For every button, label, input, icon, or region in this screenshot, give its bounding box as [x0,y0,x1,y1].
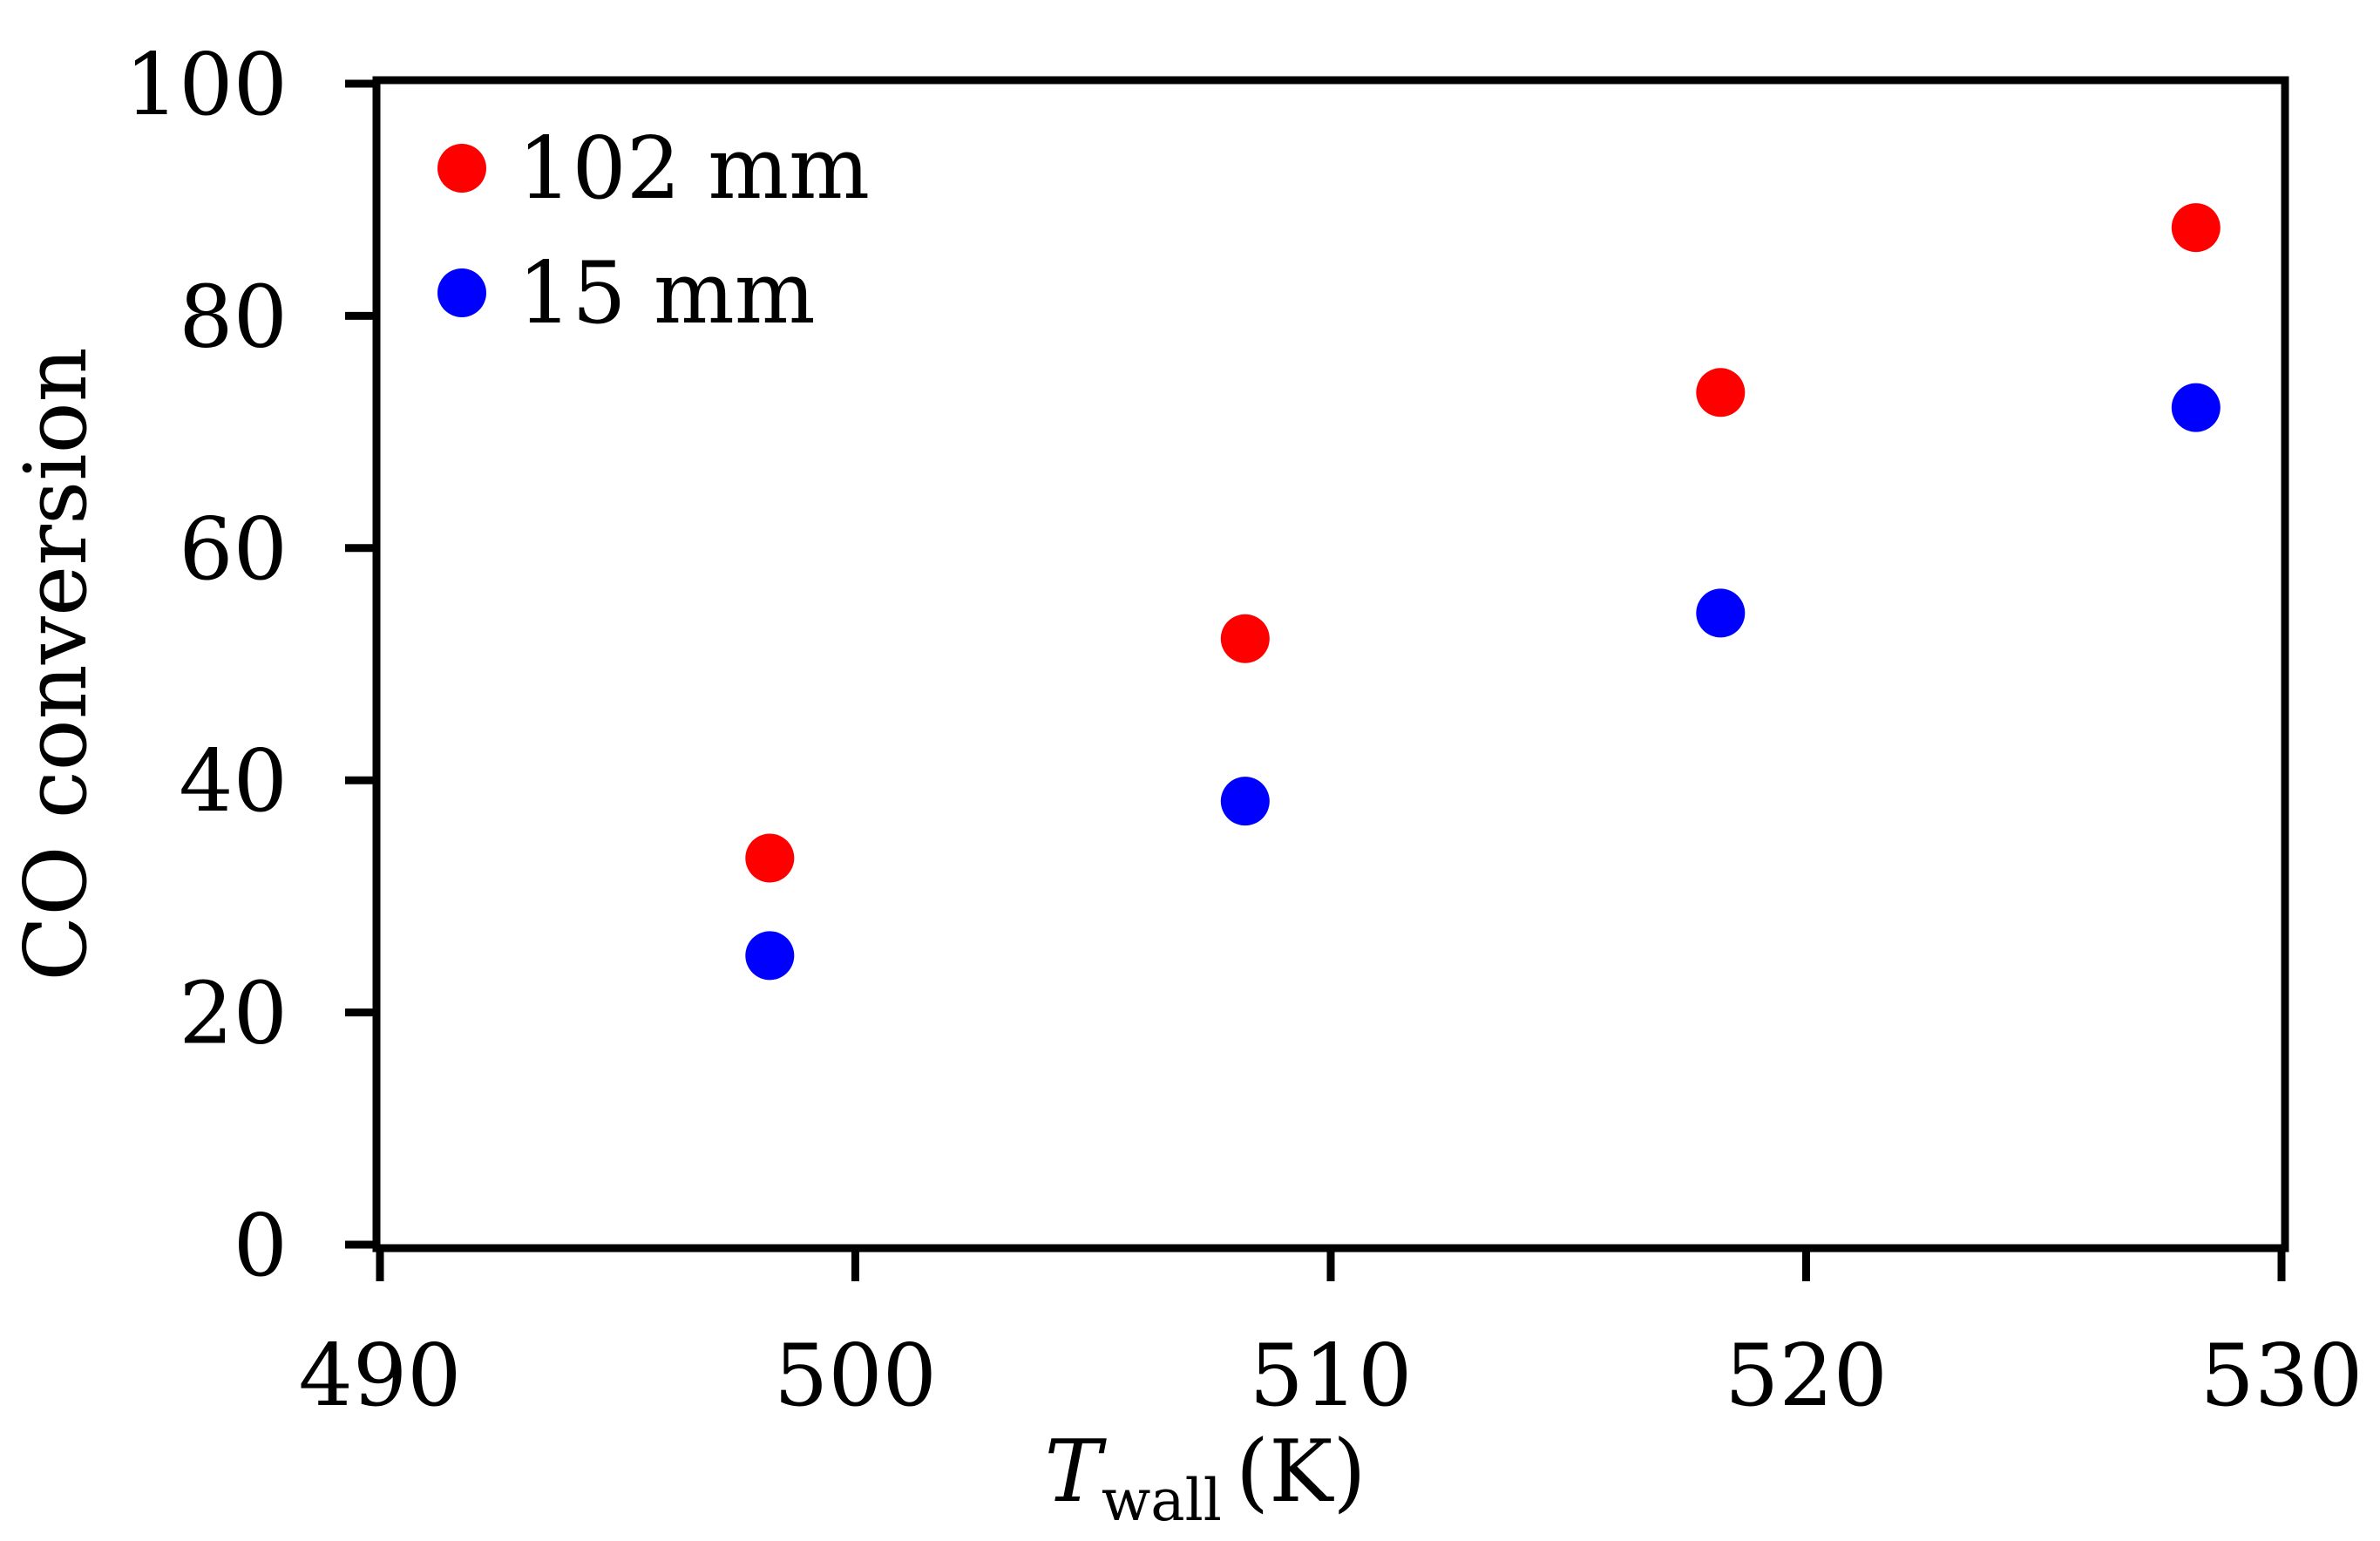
y-tick-label: 0 [234,1197,288,1296]
data-point-series-2 [1220,777,1270,826]
y-tick-label: 40 [179,732,288,832]
y-tick-label: 100 [125,36,288,135]
y-axis-label: CO conversion [7,347,106,981]
plot-marks [745,203,2221,981]
x-tick-label: 520 [1725,1327,1888,1426]
y-tick-label: 60 [179,500,288,600]
legend-label-102mm: 102 mm [518,119,870,219]
x-axis-label: Twall (K) [1044,1422,1366,1534]
legend-label-15mm: 15 mm [518,244,816,343]
legend-marker-102mm [437,144,486,193]
data-point-series-2 [745,931,795,981]
x-axis-label-main: T [1044,1422,1107,1522]
x-axis-label-subscript: wall [1102,1467,1222,1534]
legend-marker-15mm [437,268,486,317]
x-tick-label: 500 [774,1327,937,1426]
x-axis-label-unit: (K) [1236,1422,1366,1522]
y-axis-ticks: 0 20 40 60 80 100 [125,36,380,1296]
x-tick-label: 510 [1249,1327,1412,1426]
data-point-series-1 [2171,203,2221,253]
data-point-series-1 [1696,368,1746,417]
y-tick-label: 20 [179,965,288,1064]
x-axis-ticks: 490 500 510 520 530 [298,1245,2363,1426]
legend: 102 mm 15 mm [437,119,870,343]
data-point-series-2 [1696,588,1746,638]
data-point-series-1 [1220,614,1270,663]
data-point-series-1 [745,833,795,883]
y-tick-label: 80 [179,268,288,367]
data-point-series-2 [2171,383,2221,432]
x-tick-label: 530 [2200,1327,2363,1426]
x-tick-label: 490 [298,1327,461,1426]
